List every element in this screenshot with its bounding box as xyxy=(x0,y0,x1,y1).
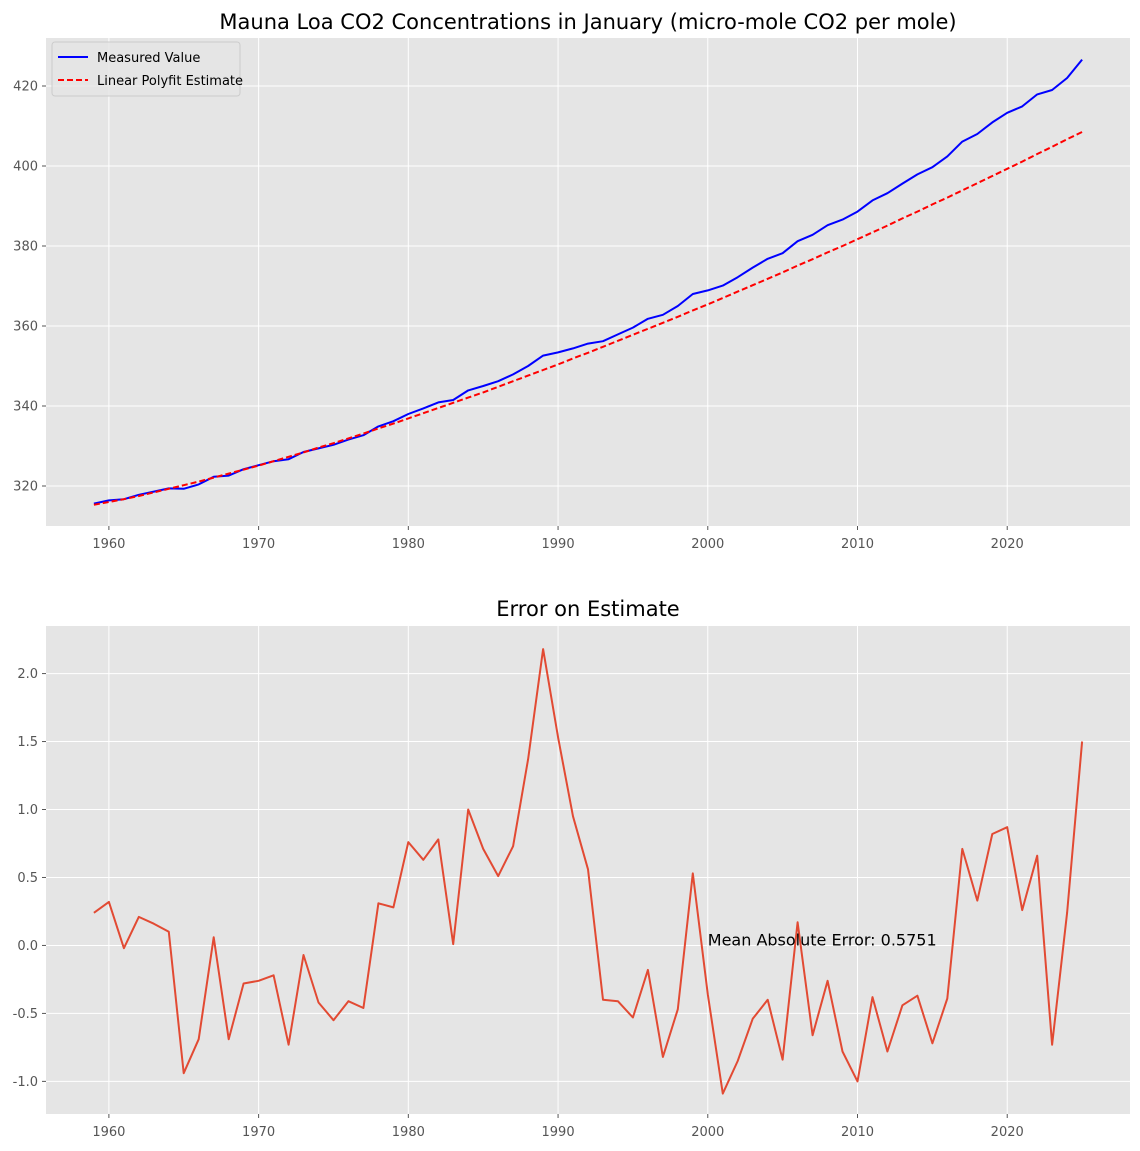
series-lines xyxy=(93,648,1084,1095)
legend: Measured Value Linear Polyfit Estimate xyxy=(51,41,243,97)
y-tick-label: 400 xyxy=(13,160,38,175)
x-tick-label: 1980 xyxy=(392,1125,425,1140)
chart-title: Mauna Loa CO2 Concentrations in January … xyxy=(219,10,956,34)
legend-box xyxy=(51,41,241,97)
x-tick-label: 2010 xyxy=(841,1125,874,1140)
x-tick-label: 1990 xyxy=(542,1125,575,1140)
y-tick-label: 0.5 xyxy=(17,871,38,886)
y-tick-label: 1.0 xyxy=(17,803,38,818)
y-tick-label: 0.0 xyxy=(17,939,38,954)
x-tick-label: 2000 xyxy=(691,537,724,552)
x-tick-label: 1970 xyxy=(242,537,275,552)
x-tick-label: 1970 xyxy=(242,1125,275,1140)
x-tick-label: 2020 xyxy=(991,537,1024,552)
legend-label-polyfit: Linear Polyfit Estimate xyxy=(97,74,243,89)
y-tick-label: 2.0 xyxy=(17,667,38,682)
x-tick-label: 1980 xyxy=(392,537,425,552)
series-lines xyxy=(93,58,1083,506)
y-tick-label: -1.0 xyxy=(13,1075,38,1090)
error-chart: 1960 1970 1980 1990 2000 2010 2020 -1.0 -0.5 0.0 0… xyxy=(13,597,1130,1140)
y-tick-label: 1.5 xyxy=(17,735,38,750)
series-error xyxy=(93,648,1084,1095)
x-tick-label: 1990 xyxy=(542,537,575,552)
co2-chart: 1960 1970 1980 1990 2000 2010 2020 320 340 360 380… xyxy=(13,10,1130,552)
grid xyxy=(46,626,1130,1114)
x-tick-label: 2000 xyxy=(691,1125,724,1140)
x-tick-label: 2020 xyxy=(991,1125,1024,1140)
mean-absolute-error-annotation: Mean Absolute Error: 0.5751 xyxy=(708,930,937,949)
series-measured-value xyxy=(93,58,1083,505)
y-tick-label: 380 xyxy=(13,240,38,255)
tick-labels: 1960 1970 1980 1990 2000 2010 2020 320 340 360 380… xyxy=(13,80,1024,553)
y-tick-label: 420 xyxy=(13,80,38,95)
x-tick-label: 2010 xyxy=(841,537,874,552)
grid xyxy=(46,38,1130,526)
y-tick-label: 320 xyxy=(13,480,38,495)
plot-area xyxy=(46,38,1130,526)
legend-label-measured: Measured Value xyxy=(97,51,200,66)
chart-title: Error on Estimate xyxy=(496,597,679,621)
x-tick-label: 1960 xyxy=(92,537,125,552)
series-linear-polyfit-estimate xyxy=(93,131,1083,506)
y-tick-label: -0.5 xyxy=(13,1007,38,1022)
tick-labels: 1960 1970 1980 1990 2000 2010 2020 -1.0 -0.5 0.0 0… xyxy=(13,667,1024,1140)
y-tick-label: 360 xyxy=(13,320,38,335)
y-tick-label: 340 xyxy=(13,400,38,415)
x-tick-label: 1960 xyxy=(92,1125,125,1140)
